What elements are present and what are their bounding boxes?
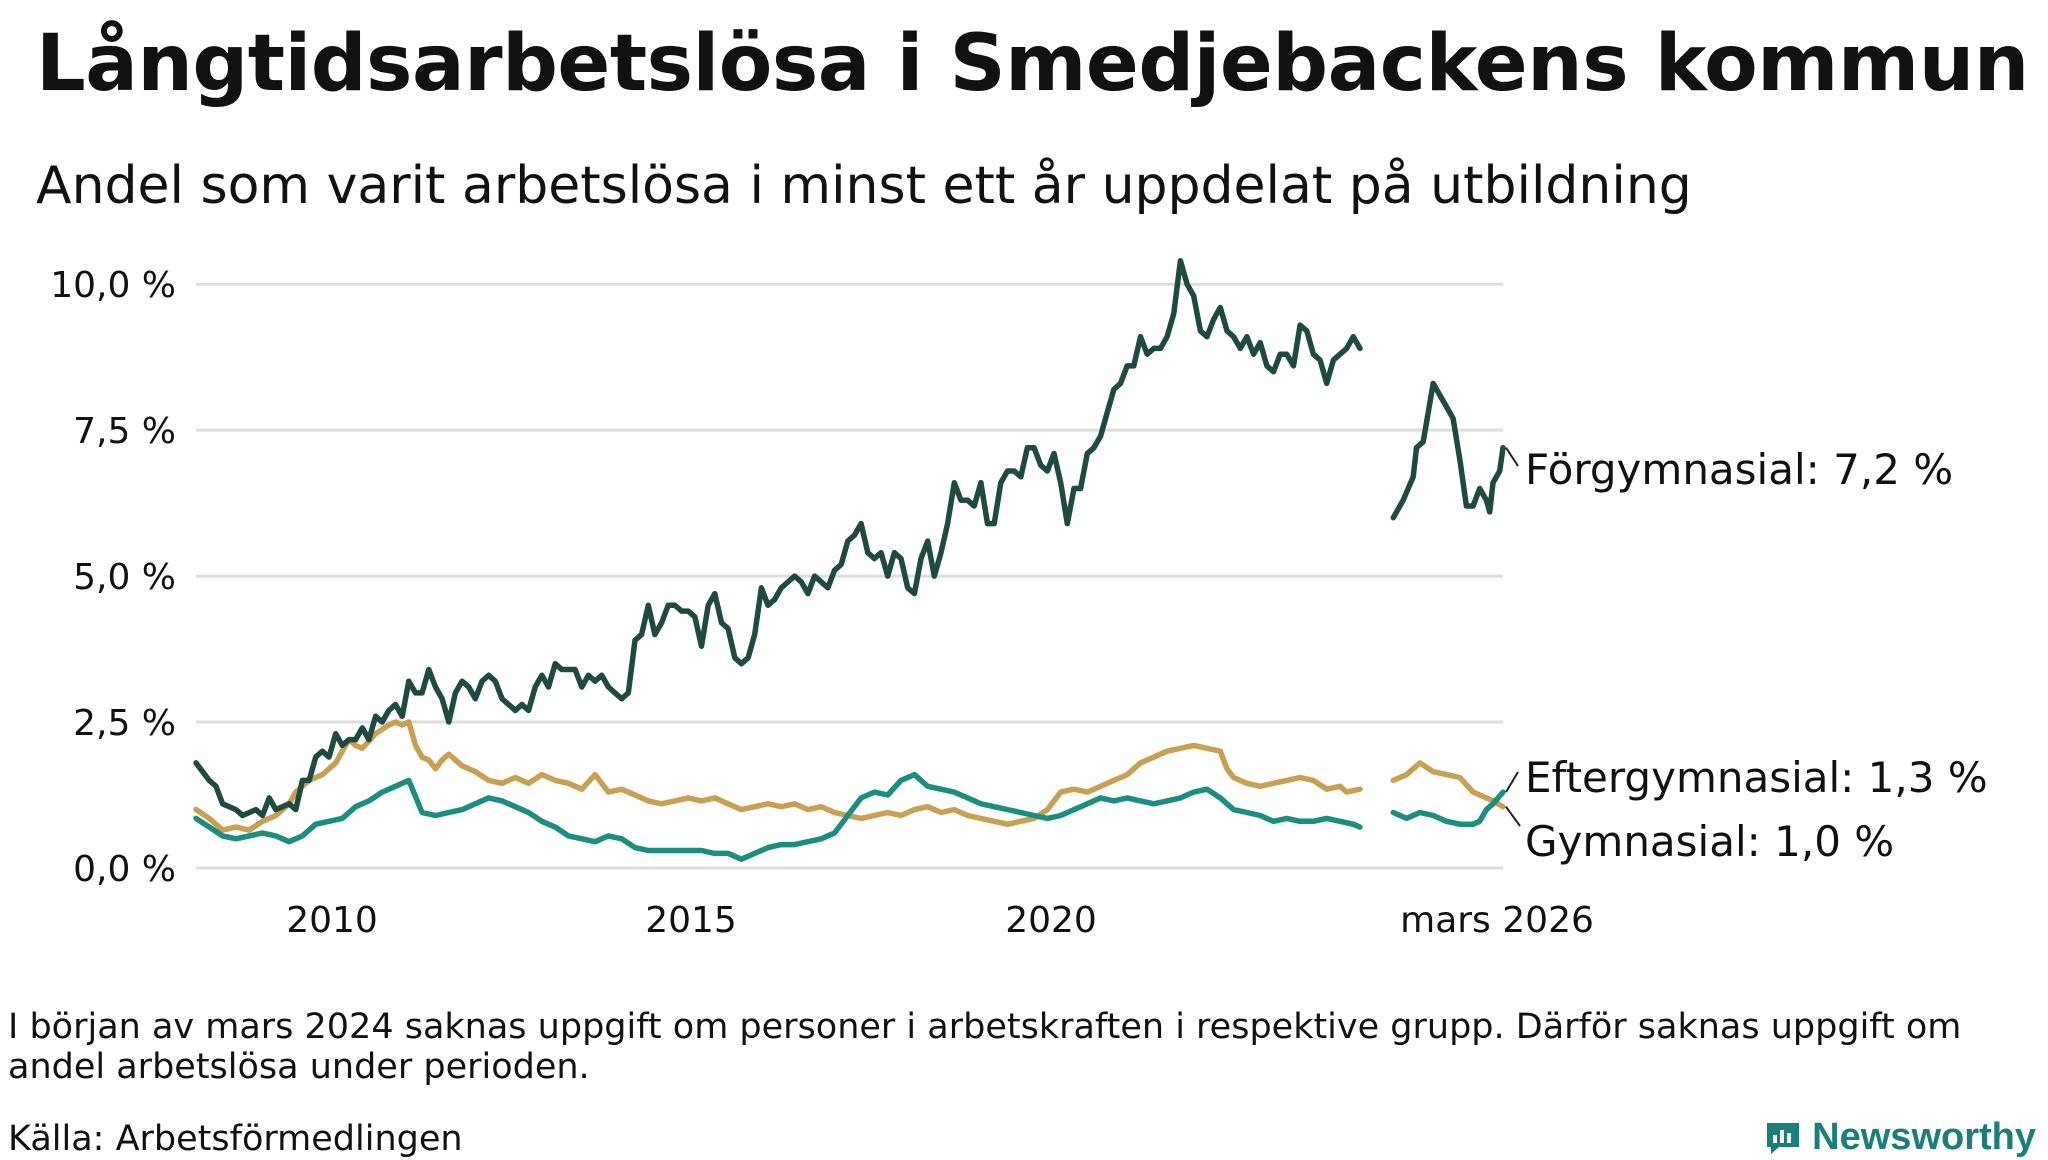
- line-chart: 0,0 % 2,5 % 5,0 % 7,5 % 10,0 % 2010 2015 2020 m…: [50, 258, 1988, 941]
- newsworthy-logo-icon: [1767, 1122, 1800, 1154]
- label-leader-gymnasial: [1505, 806, 1521, 827]
- chart-title: Långtidsarbetslösa i Smedjebackens kommu…: [36, 19, 2029, 109]
- y-tick-label: 0,0 %: [73, 849, 176, 890]
- series-label-förgymnasial: Förgymnasial: 7,2 %: [1525, 445, 1953, 494]
- x-tick-label: 2020: [1005, 900, 1097, 941]
- x-axis: 2010 2015 2020 mars 2026: [286, 900, 1594, 941]
- x-tick-label: mars 2026: [1400, 900, 1594, 941]
- label-leader-eftergymnasial: [1505, 771, 1519, 793]
- series-line-förgymnasial: [193, 258, 1363, 819]
- y-tick-label: 7,5 %: [73, 411, 176, 452]
- x-tick-label: 2015: [645, 900, 737, 941]
- series-line-gymnasial: [193, 771, 1363, 862]
- y-tick-label: 10,0 %: [50, 265, 176, 306]
- footnote: I början av mars 2024 saknas uppgift om …: [8, 1007, 1962, 1087]
- grid-lines: [196, 282, 1503, 870]
- series-line-eftergymnasial: [193, 719, 1363, 833]
- label-leader-förgymnasial: [1505, 447, 1519, 467]
- series-line-eftergymnasial: [1390, 760, 1506, 810]
- brand-name: Newsworthy: [1812, 1116, 2036, 1158]
- series-line-förgymnasial: [1390, 380, 1506, 521]
- series-lines: [193, 258, 1506, 862]
- newsworthy-brand[interactable]: Newsworthy: [1764, 1116, 2036, 1159]
- x-tick-label: 2010: [286, 900, 378, 941]
- series-label-eftergymnasial: Eftergymnasial: 1,3 %: [1525, 753, 1988, 802]
- source-credit: Källa: Arbetsförmedlingen: [8, 1119, 463, 1159]
- series-label-gymnasial: Gymnasial: 1,0 %: [1525, 817, 1894, 866]
- y-tick-label: 5,0 %: [73, 557, 176, 598]
- y-axis: 0,0 % 2,5 % 5,0 % 7,5 % 10,0 %: [50, 265, 176, 890]
- series-labels: Förgymnasial: 7,2 % Eftergymnasial: 1,3 %…: [1505, 445, 1988, 866]
- series-line-gymnasial: [1390, 789, 1506, 827]
- y-tick-label: 2,5 %: [73, 703, 176, 744]
- chart-subtitle: Andel som varit arbetslösa i minst ett å…: [36, 156, 1692, 216]
